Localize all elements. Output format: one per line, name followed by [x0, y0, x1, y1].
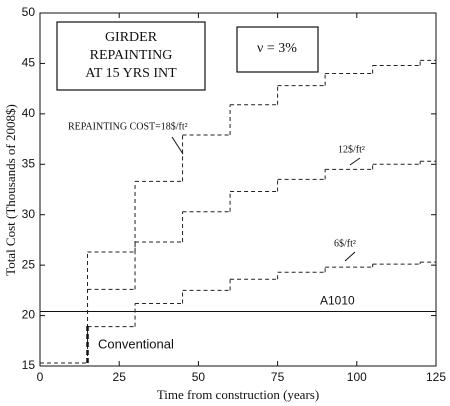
- title-line: AT 15 YRS INT: [85, 66, 177, 81]
- x-tick-label: 50: [192, 370, 206, 384]
- title-line: GIRDER: [105, 30, 158, 45]
- y-tick-label: 30: [22, 207, 36, 221]
- y-tick-label: 50: [22, 5, 36, 19]
- reference-label: A1010: [320, 294, 355, 308]
- title-box: [56, 21, 206, 91]
- label-arrow: [344, 251, 356, 262]
- y-tick-label: 20: [22, 308, 36, 322]
- conventional-label: Conventional: [98, 336, 174, 351]
- y-tick-label: 40: [22, 106, 36, 120]
- series-label: 12$/ft²: [338, 144, 365, 155]
- y-tick-label: 15: [22, 358, 36, 372]
- rate-text: ν = 3%: [257, 41, 297, 56]
- y-tick-label: 45: [22, 56, 36, 70]
- x-tick-label: 25: [113, 370, 127, 384]
- x-tick-label: 125: [426, 370, 446, 384]
- rate-box: [236, 26, 319, 73]
- label-arrow: [171, 136, 184, 155]
- x-tick-label: 75: [271, 370, 285, 384]
- x-tick-label: 0: [37, 370, 44, 384]
- x-tick-label: 100: [347, 370, 367, 384]
- x-axis-label: Time from construction (years): [157, 387, 319, 402]
- series-label: REPAINTING COST=18$/ft²: [68, 121, 188, 132]
- y-tick-label: 35: [22, 156, 36, 170]
- series-label: 6$/ft²: [334, 238, 356, 249]
- plot-frame: [39, 12, 437, 367]
- label-arrow: [349, 157, 361, 166]
- title-line: REPAINTING: [90, 48, 173, 63]
- y-tick-label: 25: [22, 257, 36, 271]
- y-axis-label: Total Cost (Thousands of 2008$): [3, 104, 18, 276]
